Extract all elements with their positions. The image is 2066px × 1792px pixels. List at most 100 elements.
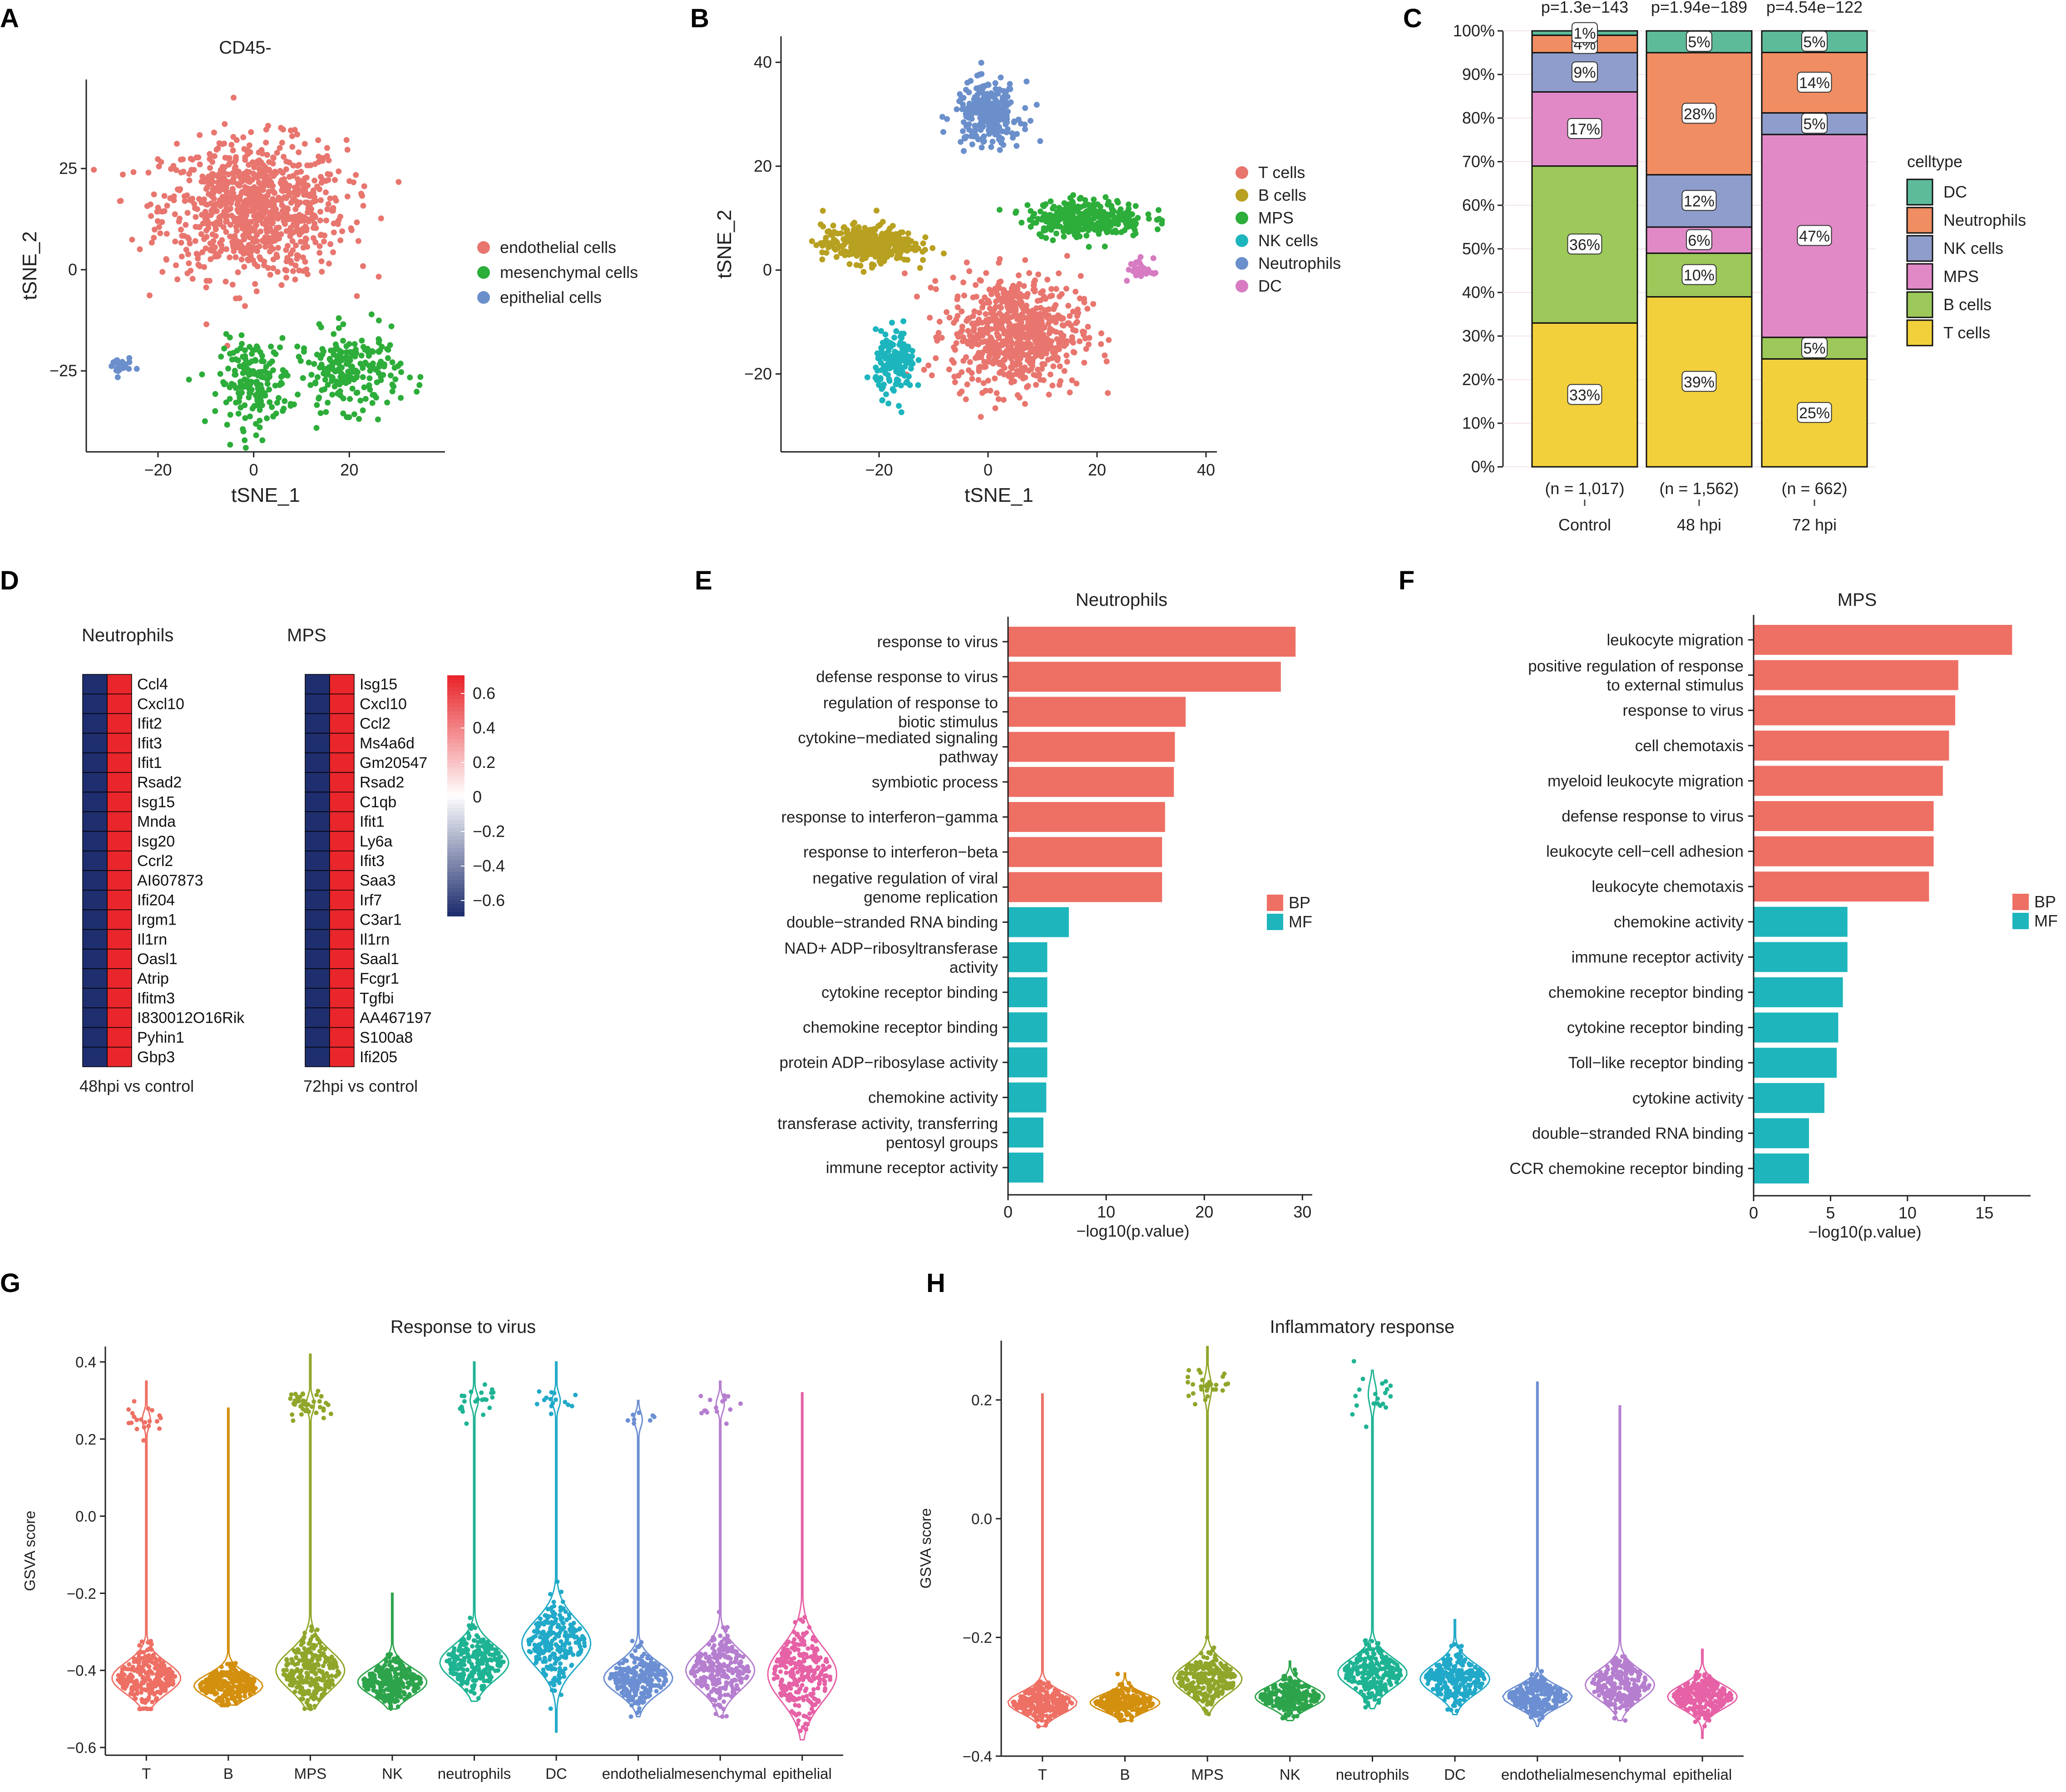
- violin-point: [214, 1698, 219, 1703]
- scatter-point: [264, 381, 271, 387]
- violin-point: [134, 1426, 139, 1431]
- scatter-point: [253, 245, 259, 251]
- scatter-point: [281, 406, 287, 412]
- violin-point: [217, 1672, 222, 1677]
- heatmap-cell: [305, 1027, 330, 1048]
- scatter-point: [256, 166, 262, 172]
- scatter-point: [324, 145, 330, 151]
- violin-point: [321, 1690, 326, 1695]
- scatter-point: [970, 328, 977, 334]
- scatter-point: [270, 265, 277, 272]
- violin-point: [312, 1681, 317, 1686]
- term-label: myeloid leukocyte migration: [1547, 772, 1744, 790]
- gene-label: Fcgr1: [360, 970, 399, 987]
- colorbar-step: [447, 719, 465, 724]
- scatter-point: [316, 394, 322, 401]
- violin-point: [313, 1671, 318, 1676]
- scatter-point: [1038, 290, 1044, 296]
- violin-point: [235, 1684, 240, 1689]
- scatter-point: [237, 381, 244, 387]
- scatter-point: [901, 345, 907, 351]
- violin-point: [153, 1660, 158, 1665]
- heatmap-cell: [305, 949, 330, 969]
- scatter-point: [239, 172, 246, 178]
- scatter-point: [960, 358, 967, 364]
- scatter-point: [1079, 220, 1086, 227]
- violin-point: [331, 1661, 336, 1666]
- scatter-point: [244, 168, 250, 175]
- violin-point: [286, 1676, 291, 1681]
- scatter-point: [1086, 244, 1092, 250]
- scatter-point: [257, 407, 263, 413]
- go-bar: [1008, 1012, 1048, 1043]
- scatter-point: [1063, 338, 1070, 344]
- violin-point: [470, 1664, 474, 1669]
- violin-point: [395, 1698, 400, 1703]
- term-label: cytokine receptor binding: [1567, 1019, 1744, 1037]
- scatter-point: [212, 391, 218, 397]
- heatmap-cell: [305, 792, 330, 812]
- violin-point: [317, 1668, 322, 1673]
- heatmap-cell: [107, 1027, 132, 1048]
- scatter-point: [203, 245, 209, 252]
- scatter-point: [972, 129, 978, 135]
- go-bar: [1754, 1118, 1809, 1148]
- scatter-point: [384, 346, 390, 352]
- gene-label: Ms4a6d: [360, 735, 415, 752]
- scatter-point: [1022, 257, 1028, 263]
- heatmap-cell: [107, 811, 132, 832]
- y-tick-label: −20: [744, 364, 772, 383]
- violin-point: [495, 1668, 500, 1673]
- scatter-point: [988, 334, 994, 341]
- colorbar-step: [447, 783, 465, 788]
- scatter-point: [899, 229, 905, 236]
- scatter-point: [1159, 220, 1165, 227]
- violin-point: [163, 1687, 168, 1692]
- scatter-point: [933, 355, 939, 361]
- gene-label: Mnda: [137, 813, 176, 831]
- scatter-point: [831, 245, 837, 252]
- scatter-point: [335, 221, 341, 227]
- term-label: transferase activity, transferring: [777, 1115, 998, 1133]
- scatter-point: [973, 282, 979, 288]
- scatter-point: [882, 331, 889, 337]
- scatter-point: [270, 183, 276, 189]
- scatter-point: [864, 374, 870, 381]
- violin-point: [222, 1684, 227, 1689]
- violin-point: [157, 1426, 162, 1431]
- scatter-point: [414, 389, 420, 395]
- term-label: cytokine activity: [1632, 1089, 1744, 1107]
- scatter-point: [969, 321, 975, 327]
- scatter-point: [325, 171, 331, 177]
- n-label: (n = 1,562): [1659, 479, 1739, 498]
- scatter-point: [324, 206, 331, 213]
- violin-point: [131, 1692, 136, 1697]
- scatter-point: [1049, 382, 1056, 389]
- violin-point: [328, 1411, 333, 1416]
- scatter-point: [278, 380, 284, 386]
- violin-point: [475, 1650, 480, 1655]
- heatmap-cell: [107, 831, 132, 851]
- scatter-point: [1145, 211, 1152, 218]
- bar-label: 10%: [1684, 267, 1715, 284]
- scatter-point: [222, 278, 229, 285]
- violin-point: [307, 1706, 312, 1711]
- scatter-point: [255, 161, 261, 167]
- y-tick-label: 0: [763, 261, 772, 279]
- violin-point: [225, 1697, 230, 1702]
- scatter-point: [331, 229, 337, 236]
- violin-point: [130, 1411, 135, 1416]
- scatter-point: [198, 199, 205, 206]
- colorbar-step: [447, 823, 465, 828]
- colorbar-step: [447, 723, 465, 728]
- scatter-point: [122, 361, 129, 367]
- heatmap-cell: [305, 1007, 330, 1028]
- scatter-point: [954, 106, 960, 113]
- scatter-point: [1017, 297, 1023, 303]
- violin-point: [380, 1676, 385, 1681]
- p-value-label: p=1.94e−189: [1651, 0, 1747, 16]
- scatter-point: [1038, 351, 1044, 357]
- scatter-point: [359, 193, 366, 199]
- scatter-point: [351, 341, 358, 347]
